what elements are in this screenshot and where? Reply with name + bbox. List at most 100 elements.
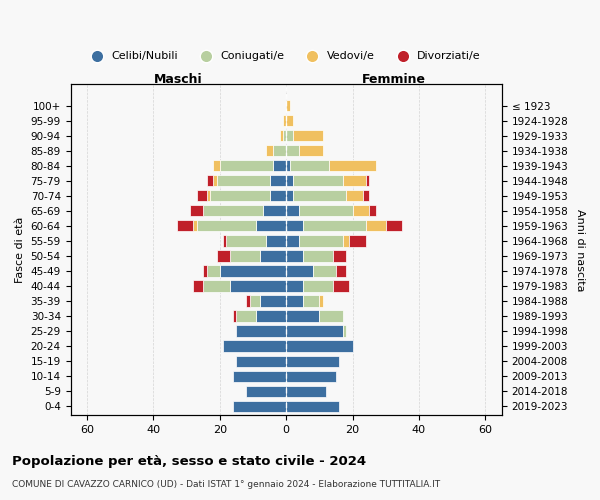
Bar [266, 145, 273, 156]
Bar [206, 175, 213, 186]
Bar [286, 145, 299, 156]
Bar [362, 190, 369, 202]
Legend: Celibi/Nubili, Coniugati/e, Vedovi/e, Divorziati/e: Celibi/Nubili, Coniugati/e, Vedovi/e, Di… [88, 47, 485, 66]
Bar [206, 266, 220, 276]
Bar [343, 175, 366, 186]
Bar [329, 160, 376, 172]
Bar [247, 296, 250, 306]
Bar [203, 205, 263, 216]
Bar [332, 250, 346, 262]
Text: Femmine: Femmine [362, 73, 426, 86]
Bar [313, 266, 336, 276]
Bar [220, 160, 273, 172]
Bar [273, 145, 286, 156]
Bar [190, 205, 203, 216]
Bar [366, 220, 386, 232]
Bar [349, 235, 366, 246]
Bar [203, 266, 206, 276]
Bar [217, 175, 269, 186]
Bar [386, 220, 403, 232]
Bar [299, 145, 323, 156]
Bar [197, 190, 206, 202]
Bar [286, 386, 326, 397]
Bar [236, 310, 256, 322]
Bar [256, 310, 286, 322]
Bar [223, 340, 286, 352]
Bar [286, 280, 303, 291]
Y-axis label: Fasce di età: Fasce di età [15, 216, 25, 283]
Bar [286, 356, 339, 367]
Bar [220, 266, 286, 276]
Bar [230, 250, 260, 262]
Bar [286, 370, 336, 382]
Bar [369, 205, 376, 216]
Bar [247, 386, 286, 397]
Bar [353, 205, 369, 216]
Text: COMUNE DI CAVAZZO CARNICO (UD) - Dati ISTAT 1° gennaio 2024 - Elaborazione TUTTI: COMUNE DI CAVAZZO CARNICO (UD) - Dati IS… [12, 480, 440, 489]
Bar [286, 100, 290, 111]
Bar [273, 160, 286, 172]
Bar [299, 235, 343, 246]
Bar [213, 175, 217, 186]
Bar [236, 356, 286, 367]
Bar [366, 175, 369, 186]
Bar [286, 250, 303, 262]
Bar [286, 235, 299, 246]
Bar [293, 175, 343, 186]
Bar [233, 370, 286, 382]
Bar [286, 160, 290, 172]
Bar [269, 175, 286, 186]
Bar [286, 266, 313, 276]
Bar [286, 115, 293, 126]
Bar [343, 326, 346, 336]
Bar [303, 280, 332, 291]
Bar [250, 296, 260, 306]
Bar [286, 205, 299, 216]
Bar [286, 310, 319, 322]
Bar [332, 280, 349, 291]
Bar [336, 266, 346, 276]
Bar [223, 235, 226, 246]
Bar [260, 296, 286, 306]
Text: Maschi: Maschi [154, 73, 203, 86]
Bar [283, 115, 286, 126]
Bar [177, 220, 193, 232]
Bar [197, 220, 256, 232]
Bar [290, 160, 329, 172]
Bar [230, 280, 286, 291]
Bar [293, 190, 346, 202]
Bar [280, 130, 283, 141]
Bar [233, 400, 286, 412]
Bar [286, 326, 343, 336]
Bar [299, 205, 353, 216]
Bar [343, 235, 349, 246]
Bar [303, 296, 319, 306]
Text: Popolazione per età, sesso e stato civile - 2024: Popolazione per età, sesso e stato civil… [12, 455, 366, 468]
Bar [256, 220, 286, 232]
Bar [236, 326, 286, 336]
Bar [260, 250, 286, 262]
Bar [286, 130, 293, 141]
Bar [286, 175, 293, 186]
Bar [233, 310, 236, 322]
Bar [303, 220, 366, 232]
Bar [203, 280, 230, 291]
Bar [266, 235, 286, 246]
Bar [213, 160, 220, 172]
Bar [263, 205, 286, 216]
Bar [286, 190, 293, 202]
Bar [193, 220, 197, 232]
Bar [303, 250, 332, 262]
Bar [210, 190, 269, 202]
Y-axis label: Anni di nascita: Anni di nascita [575, 208, 585, 291]
Bar [319, 310, 343, 322]
Bar [217, 250, 230, 262]
Bar [226, 235, 266, 246]
Bar [286, 400, 339, 412]
Bar [346, 190, 362, 202]
Bar [293, 130, 323, 141]
Bar [286, 296, 303, 306]
Bar [193, 280, 203, 291]
Bar [286, 340, 353, 352]
Bar [269, 190, 286, 202]
